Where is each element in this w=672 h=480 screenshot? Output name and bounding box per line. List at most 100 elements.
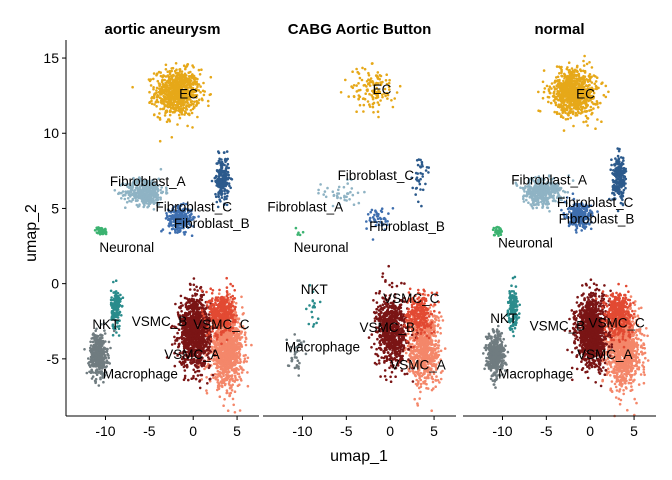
data-point: [246, 371, 249, 374]
data-point: [216, 363, 219, 367]
data-point: [225, 391, 228, 395]
data-point: [103, 355, 107, 359]
data-point: [196, 289, 199, 292]
data-point: [156, 193, 160, 197]
data-point: [199, 341, 203, 344]
data-point: [236, 378, 239, 382]
data-point: [193, 77, 197, 81]
data-point: [95, 369, 99, 372]
data-point: [212, 362, 216, 366]
data-point: [168, 80, 172, 84]
y-tick-label: 10: [43, 125, 59, 141]
data-point: [223, 383, 227, 387]
data-point: [103, 332, 107, 335]
data-point: [209, 337, 213, 341]
data-point: [102, 363, 106, 366]
data-point: [221, 381, 224, 385]
data-point: [250, 343, 253, 347]
data-point: [239, 342, 242, 345]
data-point: [160, 97, 164, 101]
data-point: [102, 346, 106, 350]
data-point: [90, 354, 94, 358]
data-point: [225, 338, 229, 342]
data-point: [166, 215, 169, 219]
data-point: [192, 300, 196, 303]
data-point: [192, 66, 195, 69]
data-point: [112, 305, 115, 308]
data-point: [88, 370, 91, 374]
data-point: [99, 346, 102, 349]
data-point: [114, 279, 118, 283]
cluster-label: Fibroblast_A: [110, 174, 186, 189]
data-point: [120, 314, 123, 317]
data-point: [219, 180, 223, 183]
data-point: [201, 333, 204, 337]
cluster-label: Fibroblast_C: [155, 199, 232, 214]
point-layer: [83, 62, 253, 414]
data-point: [233, 374, 237, 378]
data-point: [226, 162, 230, 166]
data-point: [210, 179, 214, 183]
data-point: [225, 286, 229, 289]
data-point: [100, 362, 103, 365]
data-point: [178, 68, 181, 71]
data-point: [237, 372, 241, 376]
data-point: [184, 230, 187, 234]
data-point: [163, 114, 167, 117]
data-point: [222, 333, 226, 337]
data-point: [209, 75, 213, 79]
data-point: [151, 191, 155, 194]
data-point: [192, 374, 195, 378]
data-point: [170, 107, 173, 110]
data-point: [222, 339, 226, 343]
data-point: [166, 89, 169, 92]
data-point: [102, 350, 106, 353]
data-point: [219, 355, 223, 359]
data-point: [202, 293, 205, 297]
data-point: [173, 342, 177, 345]
data-point: [199, 286, 202, 290]
data-point: [210, 303, 213, 307]
data-point: [244, 343, 248, 347]
data-point: [213, 176, 217, 180]
data-point: [218, 288, 221, 292]
data-point: [240, 371, 244, 374]
data-point: [225, 365, 228, 369]
data-point: [208, 364, 211, 367]
data-point: [181, 304, 184, 307]
facet-panel: CABG Aortic Button-10 -5 0 5ECFibroblast_CF…: [263, 21, 456, 439]
data-point: [217, 387, 221, 391]
data-point: [155, 73, 158, 77]
data-point: [123, 197, 127, 201]
data-point: [186, 301, 189, 304]
data-point: [233, 345, 237, 349]
data-point: [208, 342, 211, 346]
data-point: [239, 344, 242, 348]
data-point: [225, 389, 229, 392]
data-point: [239, 332, 243, 335]
data-point: [191, 294, 194, 298]
data-point: [238, 409, 242, 412]
data-point: [223, 188, 227, 191]
data-point: [127, 191, 130, 194]
data-point: [164, 63, 168, 67]
data-point: [158, 83, 162, 87]
data-point: [198, 379, 202, 382]
data-point: [175, 87, 178, 90]
data-point: [105, 359, 109, 362]
data-point: [192, 334, 195, 337]
data-point: [173, 95, 177, 99]
data-point: [237, 368, 240, 371]
data-point: [217, 150, 220, 153]
data-point: [224, 179, 227, 183]
data-point: [186, 308, 189, 311]
data-point: [214, 301, 217, 305]
data-point: [195, 364, 198, 368]
data-point: [225, 150, 229, 153]
data-point: [221, 175, 225, 179]
data-point: [194, 370, 197, 374]
data-point: [204, 307, 207, 311]
data-point: [97, 384, 101, 387]
data-point: [219, 171, 223, 175]
cluster-label: EC: [179, 87, 198, 102]
